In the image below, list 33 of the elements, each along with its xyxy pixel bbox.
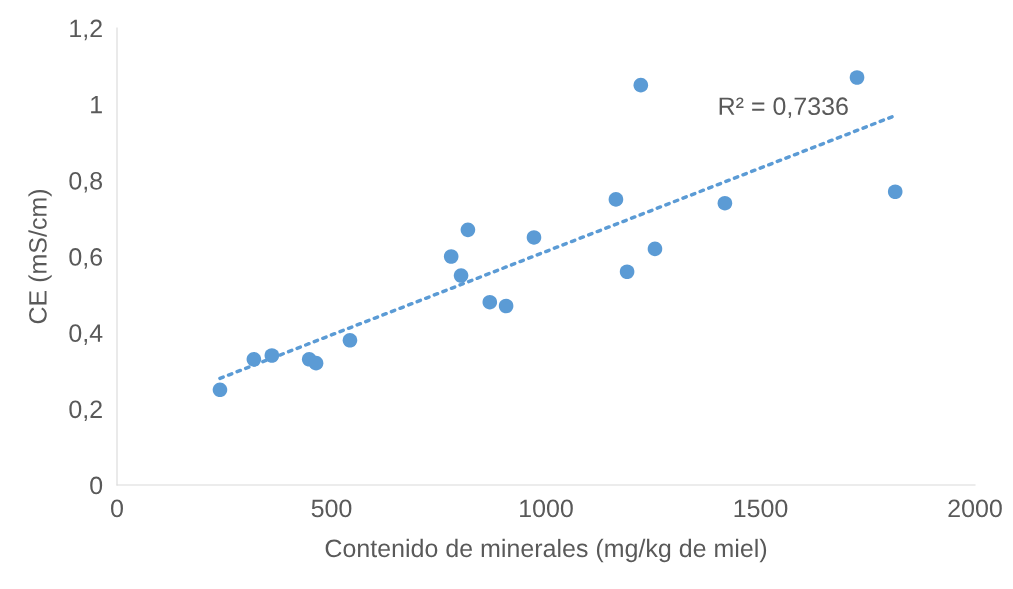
x-axis-title: Contenido de minerales (mg/kg de miel) <box>325 538 767 563</box>
x-tick-label: 1500 <box>734 499 788 518</box>
point <box>619 264 635 280</box>
point <box>212 382 228 398</box>
point <box>460 222 476 238</box>
annotation: R² = 0,7336 <box>719 97 848 119</box>
point <box>608 192 624 207</box>
x-tick-label: 2000 <box>948 499 1002 518</box>
point <box>342 332 358 348</box>
y-tick-label: 0,4 <box>69 324 103 345</box>
y-tick-label: 0 <box>90 476 103 495</box>
point <box>498 298 514 314</box>
x-tick-label: 1000 <box>520 499 573 518</box>
y-tick-label: 0,2 <box>69 400 102 422</box>
y-tick-label: 1 <box>91 96 102 114</box>
x-tick-label: 0 <box>111 499 123 518</box>
point <box>849 70 865 85</box>
y-axis-title: CE (mS/cm) <box>28 190 52 324</box>
point <box>647 241 663 257</box>
point <box>717 195 733 211</box>
y-tick-label: 0,8 <box>69 171 103 193</box>
point <box>526 230 542 245</box>
point <box>887 184 903 200</box>
point <box>443 249 459 264</box>
point <box>633 77 649 93</box>
point <box>264 348 280 363</box>
x-tick-label: 500 <box>311 499 352 518</box>
point <box>308 355 324 371</box>
y-tick-label: 0,6 <box>69 248 103 269</box>
y-tick-label: 1,2 <box>70 19 102 41</box>
point <box>453 268 469 283</box>
point <box>246 352 262 367</box>
point <box>482 294 498 310</box>
